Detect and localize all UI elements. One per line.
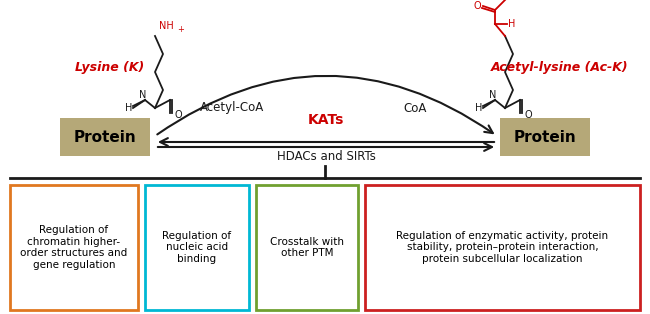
Text: O: O [524, 110, 532, 120]
Text: N: N [489, 90, 497, 100]
Text: O: O [174, 110, 182, 120]
Text: KATs: KATs [308, 113, 344, 127]
Text: H: H [508, 19, 515, 29]
FancyBboxPatch shape [256, 185, 358, 310]
Text: +: + [177, 25, 184, 35]
FancyBboxPatch shape [145, 185, 249, 310]
Text: Acetyl-lysine (Ac-K): Acetyl-lysine (Ac-K) [491, 62, 629, 74]
Text: Regulation of
nucleic acid
binding: Regulation of nucleic acid binding [162, 231, 231, 264]
FancyArrowPatch shape [157, 76, 493, 134]
Text: NH: NH [159, 21, 174, 31]
FancyBboxPatch shape [500, 118, 590, 156]
Text: HDACs and SIRTs: HDACs and SIRTs [276, 150, 376, 164]
Text: Regulation of
chromatin higher-
order structures and
gene regulation: Regulation of chromatin higher- order st… [20, 225, 127, 270]
Text: Crosstalk with
other PTM: Crosstalk with other PTM [270, 237, 344, 258]
Text: O: O [473, 1, 481, 11]
FancyBboxPatch shape [365, 185, 640, 310]
Text: H: H [125, 103, 133, 113]
FancyArrowPatch shape [158, 143, 492, 151]
Text: N: N [139, 90, 147, 100]
Text: CoA: CoA [403, 101, 426, 115]
Text: Protein: Protein [73, 129, 136, 144]
FancyArrowPatch shape [160, 138, 494, 146]
Text: Regulation of enzymatic activity, protein
stability, protein–protein interaction: Regulation of enzymatic activity, protei… [396, 231, 608, 264]
Text: Lysine (K): Lysine (K) [75, 62, 144, 74]
Text: Acetyl-CoA: Acetyl-CoA [200, 101, 264, 115]
Text: H: H [475, 103, 483, 113]
Text: Protein: Protein [514, 129, 577, 144]
FancyBboxPatch shape [60, 118, 150, 156]
FancyBboxPatch shape [10, 185, 138, 310]
